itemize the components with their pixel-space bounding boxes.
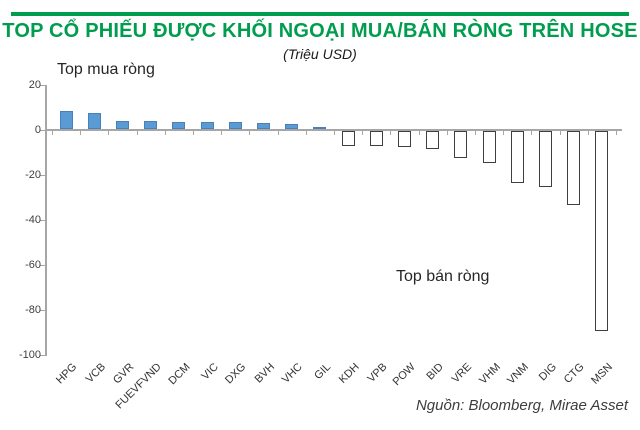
x-category-label-VCB: VCB	[83, 361, 108, 386]
y-axis-tick-label: -40	[25, 214, 41, 226]
bar-BVH	[256, 122, 270, 129]
bar-VNM	[510, 131, 524, 183]
bar-VIC	[200, 121, 214, 129]
x-axis-tick	[587, 131, 589, 135]
bar-VHM	[482, 131, 496, 164]
bar-DXG	[228, 121, 242, 129]
y-axis-tick-label: -20	[25, 169, 41, 181]
bar-VCB	[87, 113, 101, 129]
x-category-label-VHM: VHM	[476, 361, 503, 387]
y-axis-tick	[40, 130, 45, 131]
x-category-label-POW: POW	[390, 361, 418, 389]
y-axis-tick-label: 0	[34, 124, 41, 136]
x-axis-tick	[164, 131, 166, 135]
x-category-label-CTG: CTG	[562, 361, 588, 386]
x-category-label-BID: BID	[424, 361, 447, 383]
x-category-label-GIL: GIL	[312, 361, 334, 383]
chart-subtitle: (Triệu USD)	[283, 46, 357, 62]
bar-CTG	[567, 131, 581, 206]
bar-VHC	[285, 124, 299, 129]
x-axis-tick	[559, 131, 561, 135]
x-axis-tick	[305, 131, 307, 135]
x-category-label-VNM: VNM	[504, 361, 531, 387]
bar-GVR	[115, 120, 129, 129]
x-axis-tick	[51, 131, 53, 135]
x-axis-tick	[80, 131, 82, 135]
x-category-label-MSN: MSN	[589, 361, 616, 387]
annotation-top-mua-rong: Top mua ròng	[57, 61, 155, 78]
bar-DIG	[538, 131, 552, 188]
x-axis-tick	[136, 131, 138, 135]
bar-HPG	[59, 110, 73, 129]
x-category-label-HPG: HPG	[54, 361, 80, 387]
x-axis-tick	[531, 131, 533, 135]
x-axis-tick	[277, 131, 279, 135]
bar-DCM	[172, 121, 186, 129]
x-category-label-VIC: VIC	[199, 361, 221, 383]
x-axis-tick	[446, 131, 448, 135]
x-category-label-VPB: VPB	[365, 361, 390, 386]
x-axis-tick	[333, 131, 335, 135]
y-axis-tick	[40, 85, 45, 86]
chart-title: TOP CỔ PHIẾU ĐƯỢC KHỐI NGOẠI MUA/BÁN RÒN…	[2, 20, 638, 42]
x-category-label-DXG: DXG	[223, 361, 249, 387]
header-accent-rule	[11, 12, 629, 16]
x-category-label-DCM: DCM	[166, 361, 193, 388]
x-axis-tick	[108, 131, 110, 135]
x-axis-tick	[249, 131, 251, 135]
bar-KDH	[341, 131, 355, 146]
x-category-label-KDH: KDH	[336, 361, 362, 386]
y-axis-tick-label: -60	[25, 259, 41, 271]
bar-GIL	[313, 126, 327, 129]
annotation-top-ban-rong: Top bán ròng	[396, 268, 490, 285]
x-axis-tick	[192, 131, 194, 135]
x-axis-tick	[615, 131, 617, 135]
source-note: Nguồn: Bloomberg, Mirae Asset	[415, 397, 628, 414]
y-axis-tick	[40, 265, 45, 266]
y-axis-tick	[40, 355, 45, 356]
y-axis-tick-label: -100	[18, 349, 41, 361]
x-axis-tick	[503, 131, 505, 135]
bar-BID	[426, 131, 440, 149]
x-category-label-BVH: BVH	[252, 361, 277, 386]
x-category-label-VHC: VHC	[280, 361, 306, 386]
x-category-label-DIG: DIG	[536, 361, 559, 384]
x-axis-line	[47, 129, 622, 131]
x-axis-tick	[474, 131, 476, 135]
y-axis-tick	[40, 175, 45, 176]
y-axis-tick-label: -80	[25, 304, 41, 316]
y-axis-tick	[40, 310, 45, 311]
y-axis-tick	[40, 220, 45, 221]
bar-MSN	[595, 131, 609, 332]
y-axis-line	[45, 85, 47, 356]
bar-VPB	[369, 131, 383, 146]
x-axis-tick	[418, 131, 420, 135]
bar-POW	[397, 131, 411, 147]
x-axis-tick	[390, 131, 392, 135]
y-axis-tick-label: 20	[28, 79, 41, 91]
x-axis-tick	[362, 131, 364, 135]
x-category-label-VRE: VRE	[449, 361, 475, 386]
bar-FUEVFVND	[144, 121, 158, 129]
bar-VRE	[454, 131, 468, 158]
x-axis-tick	[221, 131, 223, 135]
